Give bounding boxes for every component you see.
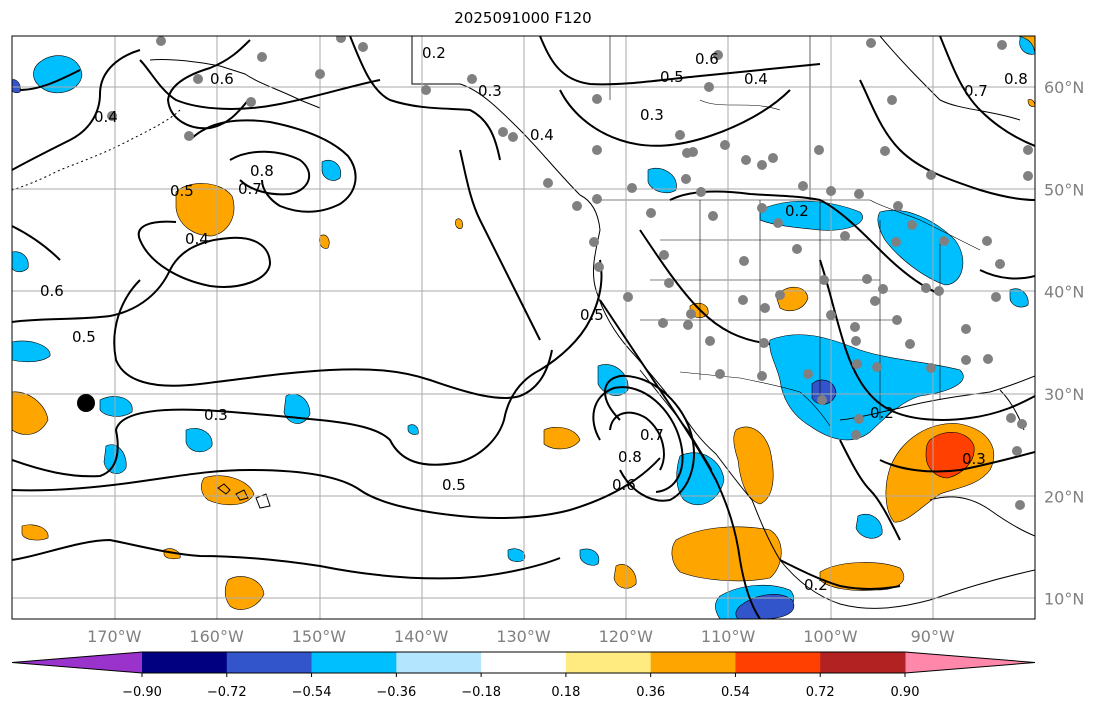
highlight-marker	[77, 394, 95, 412]
contour-label: 0.8	[250, 162, 274, 180]
contour-label: 0.3	[478, 82, 502, 100]
colorbar-segment	[311, 652, 397, 673]
latitude-tick-labels: 60°N 50°N 40°N 30°N 20°N 10°N	[1044, 78, 1084, 608]
contour-label: 0.8	[618, 448, 642, 466]
contour-label: 0.2	[785, 202, 809, 220]
colorbar-tick-label: 0.18	[551, 685, 580, 700]
colorbar-segment	[650, 652, 736, 673]
contour-label: 0.3	[204, 406, 228, 424]
contour-label: 0.5	[72, 328, 96, 346]
lat-tick-label: 10°N	[1044, 590, 1084, 609]
colorbar-tick-label: 0.36	[636, 685, 665, 700]
contour-label: 0.2	[804, 576, 828, 594]
lon-tick-label: 90°W	[911, 627, 955, 646]
colorbar-tick-label: −0.72	[207, 685, 247, 700]
lat-tick-label: 30°N	[1044, 385, 1084, 404]
contour-label: 0.6	[695, 50, 719, 68]
lat-tick-label: 40°N	[1044, 283, 1084, 302]
colorbar-segment	[820, 652, 906, 673]
contour-labels: 0.2 0.3 0.3 0.6 0.5 0.4 0.2 0.4 0.6 0.8 …	[40, 44, 1028, 594]
lat-tick-label: 20°N	[1044, 487, 1084, 506]
colorbar-tick-label: −0.36	[376, 685, 416, 700]
map-title: 2025091000 F120	[454, 9, 592, 27]
contour-label: 0.2	[422, 44, 446, 62]
longitude-tick-labels: 170°W 160°W 150°W 140°W 130°W 120°W 110°W 100°W…	[87, 627, 955, 646]
lon-tick-label: 160°W	[189, 627, 244, 646]
political-borders	[600, 36, 981, 427]
contour-label: 0.2	[870, 404, 894, 422]
contour-lines	[12, 36, 1035, 619]
colorbar-tick-label: −0.54	[292, 685, 332, 700]
colorbar-extend-high	[905, 652, 1035, 673]
contour-label: 0.5	[170, 182, 194, 200]
lon-tick-label: 170°W	[87, 627, 142, 646]
colorbar-segment	[735, 652, 821, 673]
station-markers	[107, 36, 1033, 510]
negative-anomaly-patches	[12, 36, 1035, 619]
contour-label: 0.4	[530, 126, 554, 144]
contour-label: 0.7	[964, 82, 988, 100]
contour-label: 0.4	[94, 108, 118, 126]
colorbar: −0.90 −0.72 −0.54 −0.36 −0.18 0.18 0.36 0.54 0.7…	[11, 651, 1036, 700]
positive-anomaly-patches	[12, 36, 1035, 610]
colorbar-segment	[565, 652, 652, 673]
colorbar-tick-label: 0.54	[721, 685, 750, 700]
colorbar-segment	[481, 652, 567, 673]
strong-positive-patches	[925, 432, 975, 479]
contour-label: 0.7	[238, 180, 262, 198]
colorbar-tick-label: 0.72	[806, 685, 835, 700]
contour-label: 0.6	[40, 282, 64, 300]
lon-tick-label: 140°W	[394, 627, 449, 646]
contour-label: 0.5	[660, 68, 684, 86]
contour-label: 0.3	[962, 450, 986, 468]
contour-label: 0.7	[640, 426, 664, 444]
colorbar-extend-low	[12, 652, 142, 673]
lat-tick-label: 50°N	[1044, 180, 1084, 199]
colorbar-segment	[396, 652, 482, 673]
lon-tick-label: 100°W	[803, 627, 858, 646]
map-panel: 0.2 0.3 0.3 0.6 0.5 0.4 0.2 0.4 0.6 0.8 …	[12, 36, 1035, 619]
colorbar-tick-label: 0.90	[891, 685, 920, 700]
colorbar-tick-label: −0.90	[122, 685, 162, 700]
lon-tick-label: 130°W	[496, 627, 551, 646]
lon-tick-label: 150°W	[292, 627, 347, 646]
colorbar-tick-label: −0.18	[461, 685, 501, 700]
contour-label: 0.6	[210, 70, 234, 88]
contour-label: 0.8	[1004, 70, 1028, 88]
contour-label: 0.6	[612, 476, 636, 494]
contour-label: 0.5	[580, 306, 604, 324]
colorbar-segment	[142, 652, 228, 673]
lat-tick-label: 60°N	[1044, 78, 1084, 97]
contour-label: 0.3	[640, 106, 664, 124]
lon-tick-label: 110°W	[701, 627, 756, 646]
map-frame	[11, 35, 1036, 620]
contour-label: 0.5	[442, 476, 466, 494]
lon-tick-label: 120°W	[599, 627, 654, 646]
shaded-anomaly-regions	[12, 36, 1035, 619]
colorbar-segment	[226, 652, 313, 673]
contour-label: 0.4	[744, 70, 768, 88]
contour-label: 0.4	[185, 230, 209, 248]
